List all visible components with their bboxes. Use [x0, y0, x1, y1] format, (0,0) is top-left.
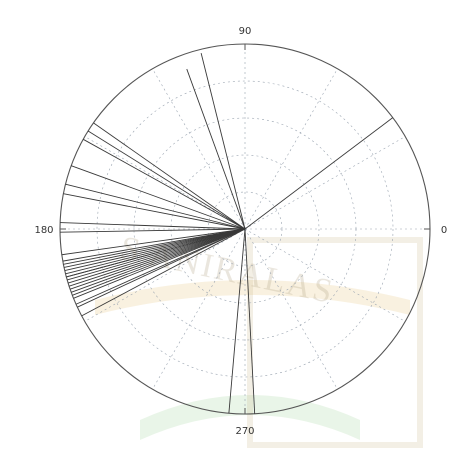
data-line [77, 228, 246, 308]
data-line [66, 228, 246, 278]
polar-grid [59, 43, 431, 415]
data-line [186, 68, 246, 230]
data-line [82, 138, 246, 230]
data-line [64, 228, 246, 272]
data-line [87, 130, 246, 230]
data-line [61, 228, 246, 256]
data-line [75, 228, 246, 305]
angular-gridline [244, 136, 406, 230]
radial-gridline [96, 80, 394, 378]
watermark-band [140, 395, 360, 440]
angular-gridline [84, 136, 246, 230]
theta-tick-label: 0 [441, 225, 447, 236]
data-line [67, 228, 246, 284]
data-line [63, 228, 246, 268]
data-line [62, 228, 246, 262]
angular-gridline [152, 68, 246, 230]
data-line [69, 228, 246, 290]
data-line [60, 222, 246, 230]
data-line [71, 165, 246, 230]
data-line [228, 228, 246, 414]
angular-gridline [152, 228, 246, 390]
data-line [73, 228, 246, 299]
data-line [68, 228, 246, 287]
watermark-frame [247, 237, 423, 448]
data-line [60, 228, 246, 233]
data-line [63, 193, 246, 230]
data-line [65, 228, 246, 275]
theta-tick-label: 180 [34, 225, 53, 236]
data-line [63, 228, 246, 265]
angular-gridline [84, 228, 246, 322]
data-line [93, 122, 246, 230]
data-line [81, 228, 246, 317]
data-lines [60, 52, 394, 414]
data-line [244, 117, 394, 230]
theta-tick-labels: 0 90 180 270 [34, 26, 447, 437]
angular-gridline [244, 228, 406, 322]
theta-tick-label: 90 [239, 26, 252, 37]
data-line [65, 183, 246, 230]
angular-gridline [244, 228, 338, 390]
data-line [71, 228, 246, 293]
angular-gridline [244, 68, 338, 230]
watermark-band [95, 280, 410, 315]
radial-gridline [170, 154, 320, 304]
data-line [72, 228, 246, 296]
theta-tick-label: 270 [235, 426, 254, 437]
data-line [200, 52, 246, 230]
data-line [67, 228, 246, 281]
data-line [244, 228, 256, 414]
